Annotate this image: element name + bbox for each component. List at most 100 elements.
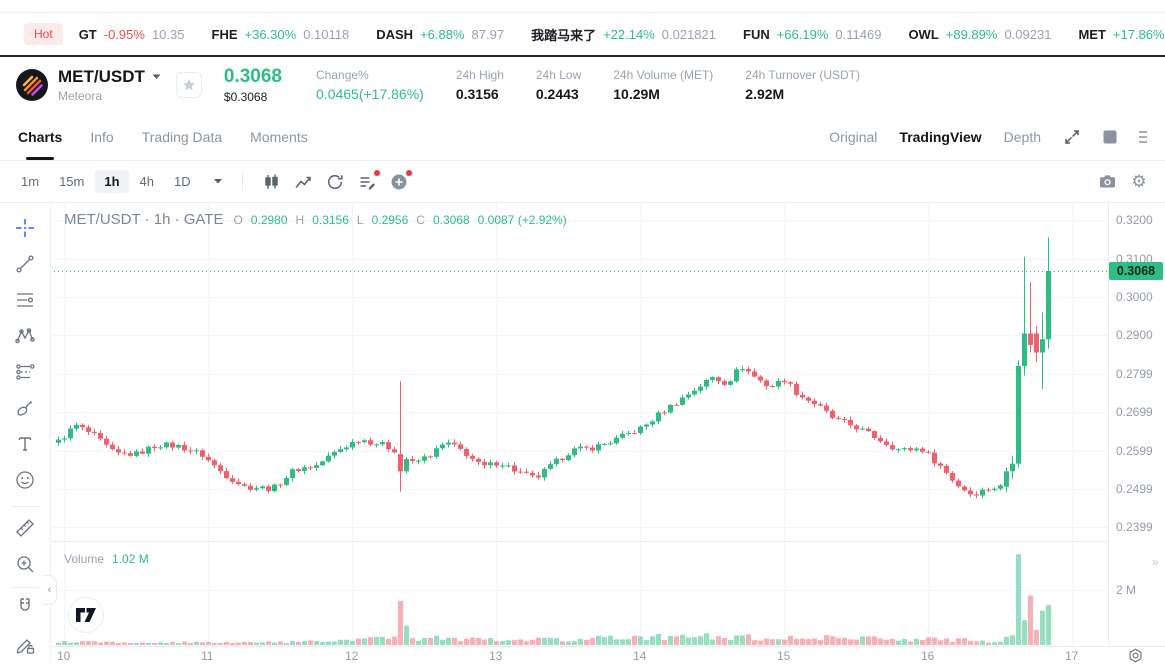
chart-style-icon[interactable] (257, 169, 285, 195)
interval-1d[interactable]: 1D (165, 170, 200, 193)
interval-1h[interactable]: 1h (95, 170, 129, 193)
toolbar-left: 1m 15m 1h 4h 1D (12, 169, 413, 195)
time-tick: 17 (1065, 649, 1079, 663)
legend-ohlc-value: 0.2956 (371, 213, 409, 227)
price-tick: 0.2799 (1116, 367, 1153, 382)
ticker-symbol: GT (78, 26, 97, 42)
add-widget-icon[interactable] (385, 169, 413, 195)
trend-line-tool-icon[interactable] (14, 253, 36, 275)
settings-gear-icon[interactable]: ⚙ (1131, 172, 1147, 191)
orders-list-icon[interactable] (353, 169, 381, 195)
drawing-lock-icon[interactable] (14, 634, 36, 656)
interval-15m[interactable]: 15m (50, 170, 93, 193)
ticker-price: 0.021821 (661, 26, 716, 42)
measure-tool-icon[interactable] (14, 517, 36, 539)
chevron-down-icon[interactable] (151, 73, 162, 81)
ticker-item[interactable]: DASH +6.88% 87.97 (376, 27, 504, 42)
pair-header: MET/USDT Meteora 0.3068 $0.3068 Change% 0… (0, 57, 1165, 113)
sidebar-collapse-handle[interactable]: ‹ (43, 575, 57, 605)
xabcd-pattern-tool-icon[interactable] (14, 325, 36, 347)
text-tool-icon[interactable] (14, 433, 36, 455)
brush-tool-icon[interactable] (14, 397, 36, 419)
ticker-item[interactable]: GT -0.95% 10.35 (79, 27, 185, 42)
fullscreen-icon[interactable] (1063, 128, 1081, 146)
price-tick: 0.2900 (1116, 328, 1153, 343)
crosshair-tool-icon[interactable] (14, 217, 36, 239)
fib-retracement-tool-icon[interactable] (14, 289, 36, 311)
magnet-tool-icon[interactable] (14, 595, 36, 617)
chart-toolbar: 1m 15m 1h 4h 1D (0, 161, 1165, 203)
view-tab-depth[interactable]: Depth (1003, 128, 1041, 145)
emoji-tool-icon[interactable] (14, 469, 36, 491)
ticker-item[interactable]: FHE +36.30% 0.10118 (212, 27, 350, 42)
last-price-badge: 0.3068 (1109, 262, 1163, 280)
tab-trading-data[interactable]: Trading Data (141, 128, 223, 145)
tab-info[interactable]: Info (90, 128, 114, 145)
legend-ohlc-key: H (295, 213, 305, 227)
interval-dropdown-icon[interactable] (204, 169, 232, 195)
star-icon (183, 79, 195, 91)
menu-icon[interactable] (1139, 128, 1147, 146)
zoom-in-tool-icon[interactable] (14, 553, 36, 575)
interval-buttons: 1m 15m 1h 4h 1D (12, 170, 200, 193)
stat-24h-volume-met-: 24h Volume (MET) 10.29M (613, 68, 713, 102)
ticker-item[interactable]: FUN +66.19% 0.11469 (743, 27, 881, 42)
stat-24h-low: 24h Low 0.2443 (536, 68, 581, 102)
indicators-icon[interactable] (289, 169, 317, 195)
panel-expand-chevron-icon[interactable]: » (1152, 555, 1159, 569)
legend-ohlc-key: C (416, 213, 425, 227)
price-tick: 0.2599 (1116, 443, 1153, 458)
time-tick: 16 (921, 649, 935, 663)
view-tab-tradingview[interactable]: TradingView (899, 128, 982, 145)
interval-4h[interactable]: 4h (131, 170, 163, 193)
ticker-symbol: DASH (376, 26, 414, 42)
legend-ohlc-value: 0.3068 (432, 213, 470, 227)
long-position-tool-icon[interactable] (14, 361, 36, 383)
camera-icon[interactable] (1093, 169, 1121, 195)
pair-name: Meteora (58, 89, 103, 103)
tab-charts[interactable]: Charts (18, 113, 62, 160)
ticker-item[interactable]: OWL +89.89% 0.09231 (908, 27, 1051, 42)
ticker-price: 0.11469 (835, 26, 882, 42)
tradingview-watermark-logo[interactable] (68, 597, 104, 633)
refresh-icon[interactable] (321, 169, 349, 195)
ticker-item[interactable]: 我踏马来了 +22.14% 0.021821 (531, 25, 716, 44)
ticker-price: 10.35 (151, 26, 185, 42)
toolbar-divider (241, 172, 243, 191)
panel-layout-icon[interactable] (1103, 130, 1117, 144)
legend-change: 0.0087 (+2.92%) (477, 213, 567, 227)
view-tab-original[interactable]: Original (829, 128, 878, 145)
price-tick: 0.2399 (1116, 520, 1153, 535)
tab-bar: Charts Info Trading Data Moments Original Tr… (0, 113, 1165, 161)
legend-ohlc-key: O (233, 213, 243, 227)
ticker-item[interactable]: MET+17.86%0.3068 (1078, 27, 1165, 42)
favorite-button[interactable] (175, 72, 202, 98)
time-tick: 13 (489, 649, 503, 663)
stat-value: 0.3156 (455, 86, 499, 102)
usd-price: $0.3068 (223, 90, 268, 104)
toolbar-divider (11, 587, 39, 588)
time-tick: 11 (201, 649, 214, 663)
axis-settings-icon[interactable] (1128, 648, 1143, 668)
candlestick-chart[interactable] (0, 203, 1165, 662)
meteora-logo (16, 69, 48, 101)
pair-block[interactable]: MET/USDT Meteora (58, 67, 162, 103)
ticker-price: 0.10118 (303, 26, 350, 42)
ticker-price: 0.09231 (1004, 26, 1052, 42)
interval-1m[interactable]: 1m (12, 170, 48, 193)
stat-label: 24h High (455, 68, 504, 82)
notification-dot (373, 169, 380, 176)
tab-moments[interactable]: Moments (250, 128, 308, 145)
toolbar-divider (11, 506, 39, 507)
ticker-change: +17.86% (1112, 26, 1165, 42)
time-tick: 10 (57, 649, 71, 663)
hot-badge[interactable]: Hot (24, 23, 63, 45)
stat-label: 24h Turnover (USDT) (745, 68, 860, 82)
last-price: 0.3068 (223, 66, 283, 87)
ticker-change: +6.88% (420, 26, 465, 42)
volume-value: 1.02 M (112, 552, 149, 566)
stat-label: 24h Volume (MET) (613, 68, 714, 82)
time-tick: 12 (345, 649, 359, 663)
tabs-right: Original TradingView Depth (829, 113, 1147, 160)
ticker-change: +66.19% (776, 26, 829, 42)
